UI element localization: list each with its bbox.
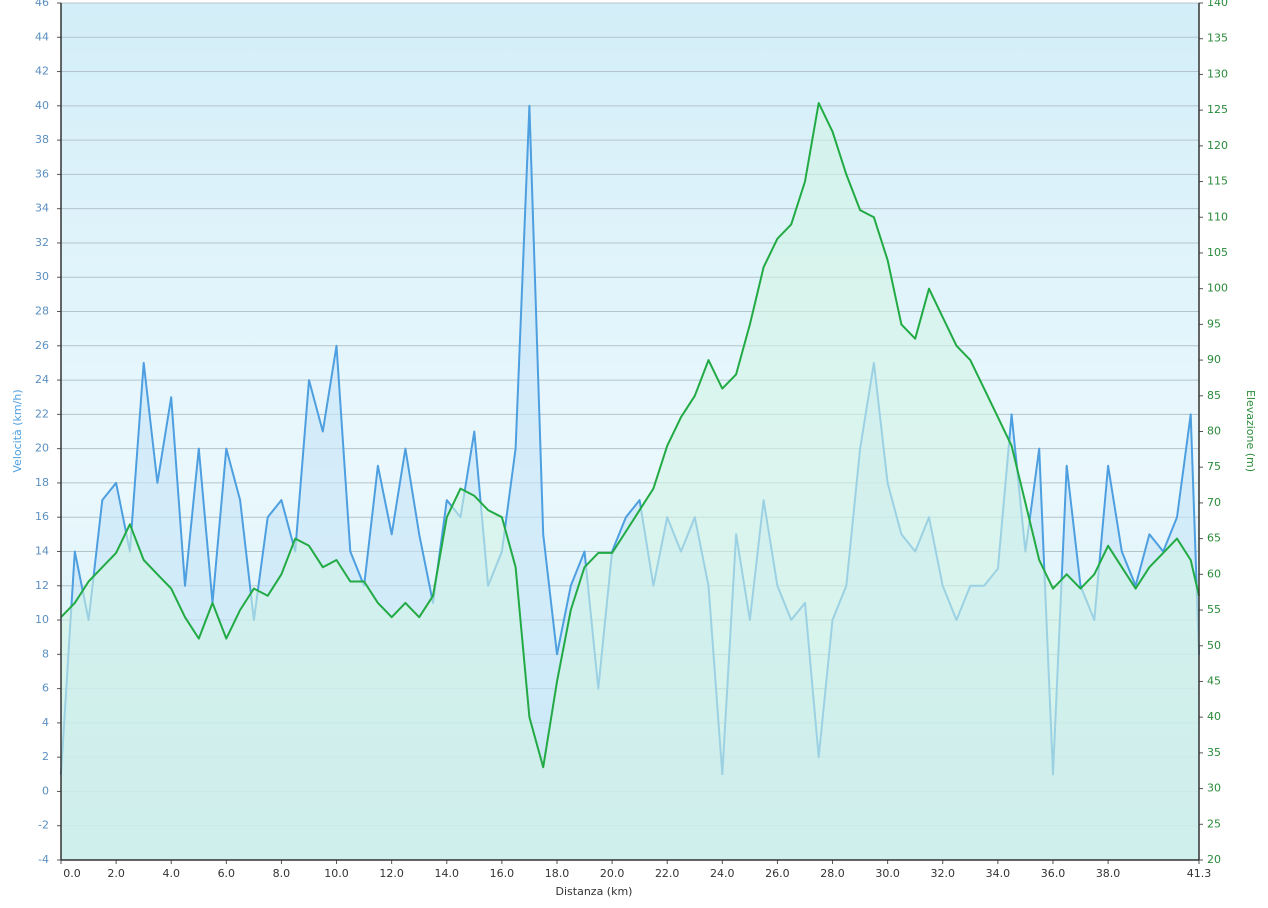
series-line bbox=[60, 102, 1200, 769]
y-tick-label: 14 bbox=[35, 544, 49, 557]
y-tick-label: 30 bbox=[35, 270, 49, 283]
series-area bbox=[61, 103, 1199, 860]
y2-axis-label: Elevazione (m) bbox=[1244, 390, 1257, 472]
y2-tick-label: 115 bbox=[1207, 175, 1228, 188]
x-tick-label: 10.0 bbox=[324, 867, 349, 880]
y-tick-label: 2 bbox=[42, 750, 49, 763]
x-tick-label: 34.0 bbox=[986, 867, 1011, 880]
x-tick-label: 28.0 bbox=[820, 867, 845, 880]
y-tick-label: 32 bbox=[35, 236, 49, 249]
y2-tick-label: 90 bbox=[1207, 353, 1221, 366]
x-tick-label: 18.0 bbox=[545, 867, 570, 880]
y-tick-label: 44 bbox=[35, 30, 49, 43]
y2-tick-label: 20 bbox=[1207, 853, 1221, 866]
y-tick-label: 12 bbox=[35, 579, 49, 592]
y2-tick-label: 105 bbox=[1207, 246, 1228, 259]
y-tick-label: 34 bbox=[35, 202, 49, 215]
y-tick-label: 16 bbox=[35, 510, 49, 523]
y2-tick-label: 80 bbox=[1207, 425, 1221, 438]
x-tick-label: 24.0 bbox=[710, 867, 735, 880]
x-tick-label: 16.0 bbox=[490, 867, 515, 880]
y2-tick-label: 130 bbox=[1207, 67, 1228, 80]
y-tick-label: 10 bbox=[35, 613, 49, 626]
x-tick-label: 20.0 bbox=[600, 867, 625, 880]
x-tick-label: 26.0 bbox=[765, 867, 790, 880]
y2-tick-label: 50 bbox=[1207, 639, 1221, 652]
x-axis-label: Distanza (km) bbox=[556, 885, 633, 898]
x-tick-label: 6.0 bbox=[218, 867, 236, 880]
y2-tick-label: 120 bbox=[1207, 139, 1228, 152]
x-tick-label: 4.0 bbox=[162, 867, 180, 880]
y-tick-label: 38 bbox=[35, 133, 49, 146]
y2-tick-label: 140 bbox=[1207, 0, 1228, 9]
y-tick-label: 24 bbox=[35, 373, 49, 386]
y2-tick-label: 125 bbox=[1207, 103, 1228, 116]
y2-tick-label: 25 bbox=[1207, 817, 1221, 830]
y2-tick-label: 75 bbox=[1207, 460, 1221, 473]
y2-tick-label: 135 bbox=[1207, 32, 1228, 45]
x-tick-label: 30.0 bbox=[875, 867, 900, 880]
y2-tick-label: 85 bbox=[1207, 389, 1221, 402]
y2-tick-label: 45 bbox=[1207, 674, 1221, 687]
y-tick-label: -2 bbox=[38, 819, 49, 832]
x-tick-label: 22.0 bbox=[655, 867, 680, 880]
y-axis-label: Velocità (km/h) bbox=[11, 389, 24, 472]
y2-tick-label: 35 bbox=[1207, 746, 1221, 759]
y2-tick-label: 95 bbox=[1207, 317, 1221, 330]
x-tick-label: 36.0 bbox=[1041, 867, 1066, 880]
y2-tick-label: 100 bbox=[1207, 282, 1228, 295]
y-tick-label: 42 bbox=[35, 65, 49, 78]
y2-tick-label: 60 bbox=[1207, 567, 1221, 580]
y-tick-label: 36 bbox=[35, 167, 49, 180]
x-tick-label: 38.0 bbox=[1096, 867, 1121, 880]
y-tick-label: 26 bbox=[35, 339, 49, 352]
x-tick-label: 12.0 bbox=[379, 867, 404, 880]
y-tick-label: 28 bbox=[35, 305, 49, 318]
y-tick-label: 6 bbox=[42, 682, 49, 695]
x-tick-label: 8.0 bbox=[273, 867, 291, 880]
y2-tick-label: 110 bbox=[1207, 210, 1228, 223]
y-tick-label: 46 bbox=[35, 0, 49, 9]
y-tick-label: -4 bbox=[38, 853, 49, 866]
x-tick-label: 41.3 bbox=[1187, 867, 1212, 880]
y2-tick-label: 55 bbox=[1207, 603, 1221, 616]
x-tick-label: 0.0 bbox=[63, 867, 81, 880]
y2-tick-label: 65 bbox=[1207, 532, 1221, 545]
x-tick-label: 2.0 bbox=[107, 867, 125, 880]
y-tick-label: 4 bbox=[42, 716, 49, 729]
y-tick-label: 0 bbox=[42, 784, 49, 797]
y-tick-label: 8 bbox=[42, 647, 49, 660]
y2-tick-label: 40 bbox=[1207, 710, 1221, 723]
y2-tick-label: 30 bbox=[1207, 782, 1221, 795]
y-tick-label: 22 bbox=[35, 407, 49, 420]
x-tick-label: 32.0 bbox=[930, 867, 955, 880]
y2-tick-label: 70 bbox=[1207, 496, 1221, 509]
y-tick-label: 18 bbox=[35, 476, 49, 489]
y-tick-label: 20 bbox=[35, 442, 49, 455]
x-tick-label: 14.0 bbox=[435, 867, 460, 880]
y-tick-label: 40 bbox=[35, 99, 49, 112]
